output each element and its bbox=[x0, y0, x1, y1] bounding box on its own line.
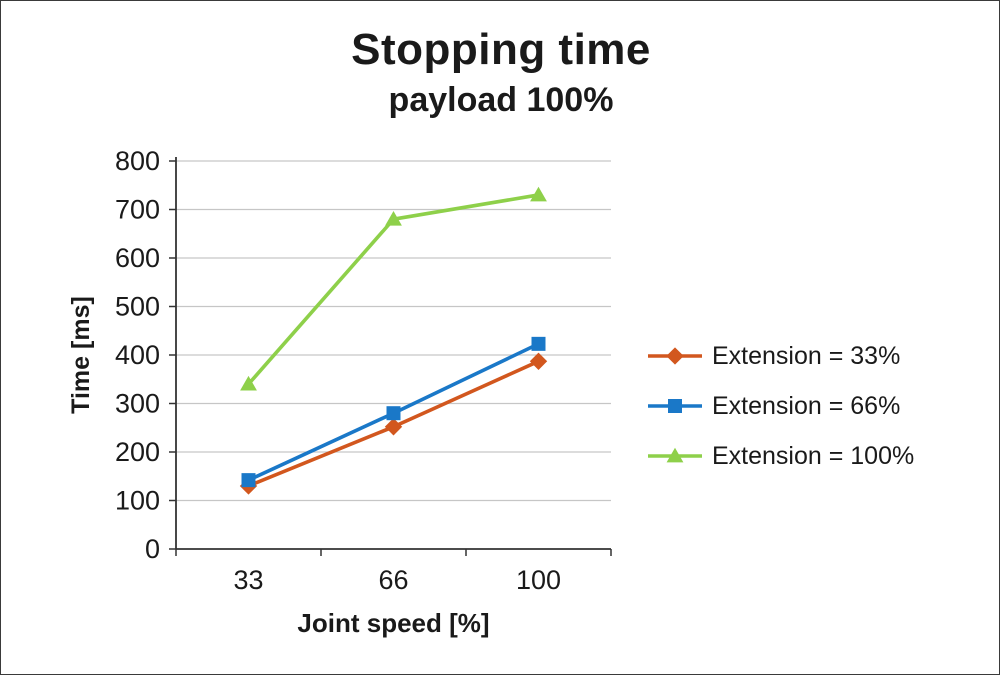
chart-subtitle: payload 100% bbox=[388, 81, 614, 119]
series-triangle bbox=[240, 186, 547, 391]
y-tick-label: 600 bbox=[115, 243, 160, 273]
chart-title: Stopping time bbox=[351, 25, 651, 74]
legend-diamond-swatch-icon bbox=[648, 347, 702, 365]
y-tick-label: 700 bbox=[115, 195, 160, 225]
legend-label: Extension = 66% bbox=[712, 391, 901, 420]
y-tick-label: 300 bbox=[115, 389, 160, 419]
y-tick-label: 100 bbox=[115, 486, 160, 516]
y-tick-label: 0 bbox=[145, 534, 160, 564]
gridlines bbox=[176, 160, 611, 502]
legend-item: Extension = 66% bbox=[646, 381, 914, 431]
y-tick-label: 800 bbox=[115, 146, 160, 176]
line-chart-plot: 0 100 200 300 400 500 600 700 800 33 66 100 Joint sp… bbox=[67, 146, 612, 638]
y-axis-title: Time [ms] bbox=[67, 296, 95, 414]
series-square bbox=[241, 336, 546, 488]
legend-label: Extension = 100% bbox=[712, 441, 915, 470]
y-tick-label: 400 bbox=[115, 340, 160, 370]
x-tick-label: 33 bbox=[233, 565, 263, 595]
series-diamond bbox=[239, 352, 548, 495]
legend-label: Extension = 33% bbox=[712, 341, 901, 370]
legend-item: Extension = 33% bbox=[646, 331, 914, 381]
y-tick-label: 200 bbox=[115, 437, 160, 467]
legend-triangle-swatch-icon bbox=[648, 447, 702, 463]
x-tick-label: 66 bbox=[378, 565, 408, 595]
legend-square-swatch-icon bbox=[648, 399, 702, 413]
x-axis-title: Joint speed [%] bbox=[297, 608, 489, 638]
y-tick-label: 500 bbox=[115, 292, 160, 322]
legend: Extension = 33% Extension = 66% Extension … bbox=[646, 331, 914, 481]
x-tick-label: 100 bbox=[516, 565, 561, 595]
legend-item: Extension = 100% bbox=[646, 431, 914, 481]
axis-ticks: 0 100 200 300 400 500 600 700 800 bbox=[115, 146, 612, 564]
